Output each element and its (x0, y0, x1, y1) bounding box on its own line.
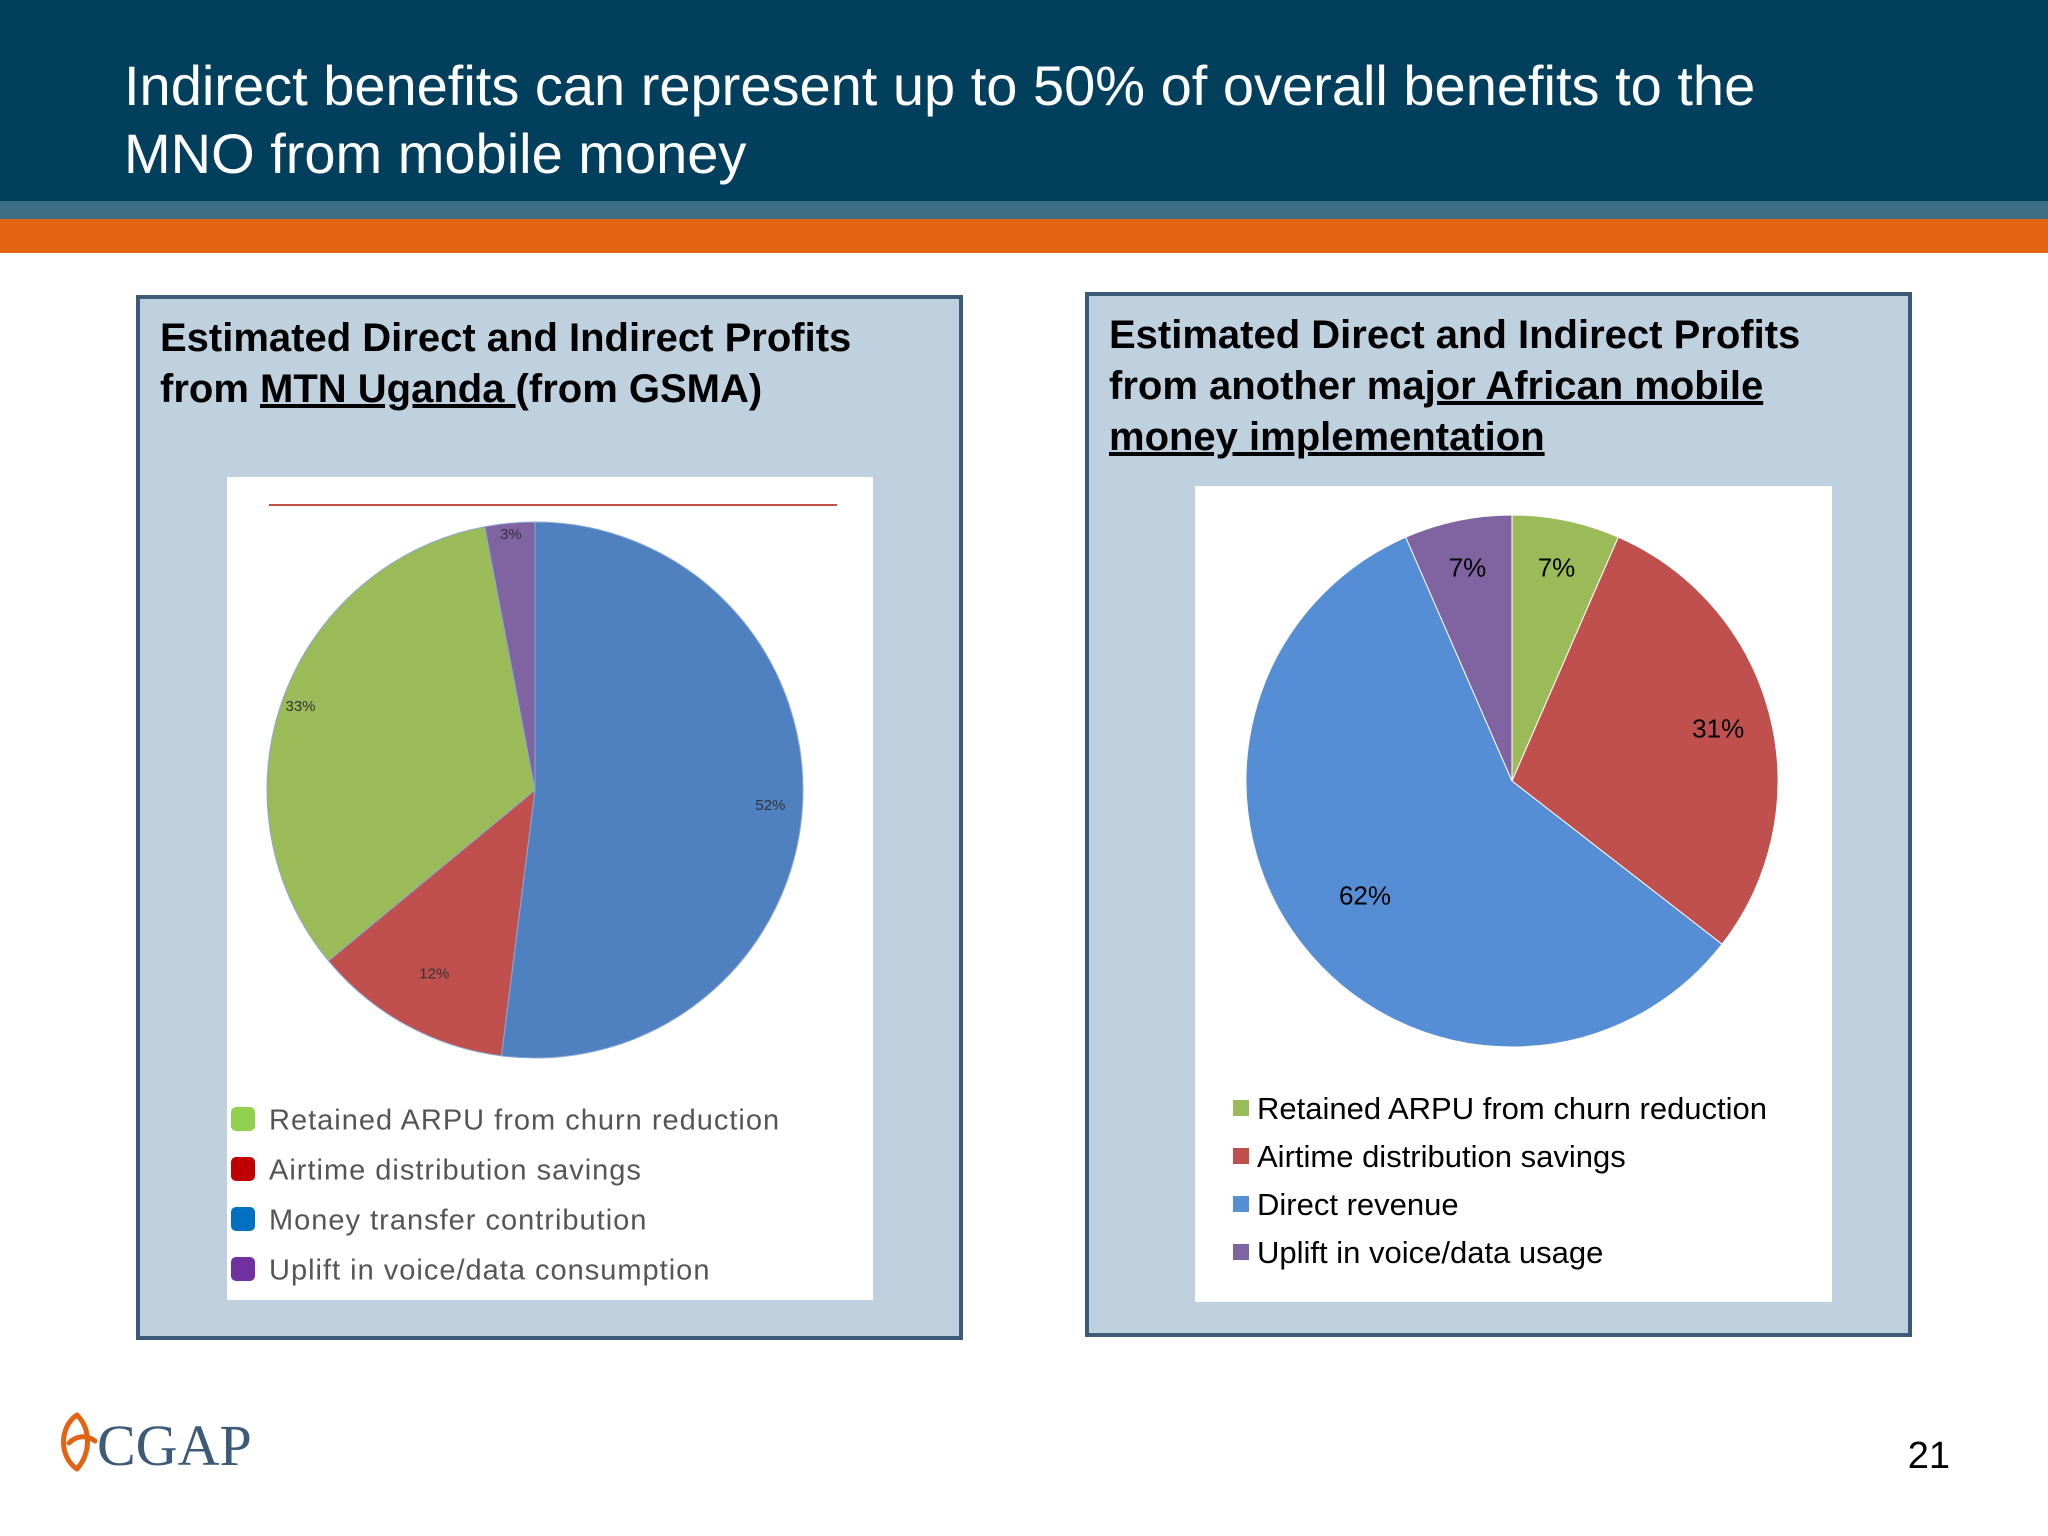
data-label: 7% (1538, 553, 1576, 583)
legend-label: Money transfer contribution (269, 1204, 647, 1236)
header-accent-bar (0, 219, 2048, 253)
left-title-link: MTN Uganda (260, 367, 516, 411)
left-chart-area: 52% 12% 33% 3% Retained ARPU from churn redu… (227, 477, 873, 1300)
legend-swatch (1233, 1148, 1249, 1164)
pie-slice (500, 521, 804, 1059)
data-label: 12% (419, 965, 449, 982)
legend-swatch (231, 1157, 255, 1181)
legend-swatch (1233, 1196, 1249, 1212)
slide-title: Indirect benefits can represent up to 50… (124, 52, 1984, 188)
right-chart-panel: Estimated Direct and Indirect Profits fr… (1085, 292, 1912, 1337)
right-title-link: jor African mobile (1424, 364, 1764, 408)
legend-label: Direct revenue (1257, 1187, 1459, 1222)
header-bar (0, 0, 2048, 201)
left-panel-title: Estimated Direct and Indirect Profits fr… (160, 313, 940, 415)
pie-slice (327, 788, 536, 1057)
data-label: 7% (1449, 553, 1487, 583)
legend-swatch (1233, 1244, 1249, 1260)
right-title-prefix: from another ma (1109, 364, 1425, 408)
pie-slice (1511, 536, 1779, 945)
left-title-line1: Estimated Direct and Indirect Profits (160, 316, 852, 360)
right-pie-chart: 7% 31% 62% 7% Retained ARPU from churn reduc… (1233, 514, 1779, 1270)
left-title-suffix: (from GSMA) (515, 367, 763, 411)
legend-label: Airtime distribution savings (269, 1154, 642, 1186)
page-number: 21 (1907, 1435, 1950, 1477)
left-chart-panel: Estimated Direct and Indirect Profits fr… (136, 295, 963, 1340)
right-title-line3: money implementation (1109, 415, 1545, 459)
legend-swatch (231, 1207, 255, 1231)
data-label: 52% (755, 797, 785, 814)
left-pie-chart: 52% 12% 33% 3% Retained ARPU from churn redu… (231, 504, 837, 1286)
legend-label: Airtime distribution savings (1257, 1139, 1626, 1174)
cgap-logo-text: CGAP (97, 1413, 252, 1478)
legend-label: Uplift in voice/data usage (1257, 1235, 1603, 1270)
pie-slice (1511, 514, 1619, 782)
pie-slice (484, 521, 536, 791)
cgap-logo: CGAP (55, 1405, 295, 1485)
cgap-logo-mark: CGAP (61, 1412, 252, 1478)
data-label: 33% (285, 698, 315, 715)
pie-slice (266, 526, 536, 962)
legend-label: Retained ARPU from churn reduction (1257, 1091, 1767, 1126)
legend-swatch (1233, 1100, 1249, 1116)
slide-title-line2: MNO from mobile money (124, 122, 747, 185)
slide-title-line1: Indirect benefits can represent up to 50… (124, 54, 1756, 117)
legend-swatch (231, 1107, 255, 1131)
data-label: 62% (1339, 880, 1391, 910)
pie-slice (1245, 536, 1723, 1048)
legend-label: Uplift in voice/data consumption (269, 1254, 710, 1286)
header-stripe (0, 201, 2048, 219)
right-panel-title: Estimated Direct and Indirect Profits fr… (1109, 310, 1899, 463)
data-label: 31% (1692, 714, 1744, 744)
right-title-line1: Estimated Direct and Indirect Profits (1109, 313, 1801, 357)
legend-swatch (231, 1257, 255, 1281)
right-chart-area: 7% 31% 62% 7% Retained ARPU from churn reduc… (1195, 486, 1832, 1302)
data-label: 3% (500, 526, 522, 543)
left-title-prefix: from (160, 367, 260, 411)
pie-slice (1405, 514, 1513, 782)
legend-label: Retained ARPU from churn reduction (269, 1104, 780, 1136)
